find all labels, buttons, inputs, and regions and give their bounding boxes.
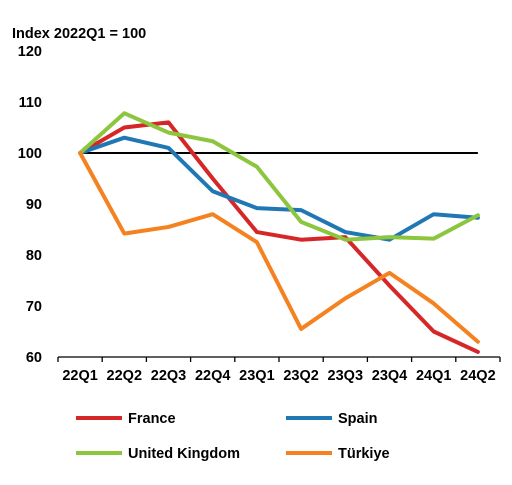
y-axis-ticks: 60 70 80 90 100 110 120 [18,44,42,366]
x-tick-label: 23Q3 [328,368,363,384]
x-tick-label: 23Q2 [283,368,318,384]
x-tick-label: 22Q1 [62,368,97,384]
y-tick-label: 80 [26,248,42,264]
series-lines [78,111,480,354]
x-axis-ticks: 22Q1 22Q2 22Q3 22Q4 23Q1 23Q2 23Q3 23Q4 24Q1 24Q2 [62,368,495,384]
y-tick-label: 90 [26,197,42,213]
y-axis-label: Index 2022Q1 = 100 [12,26,146,42]
series-line-t-rkiye [78,151,480,344]
y-tick-label: 60 [26,350,42,366]
x-tick-label: 24Q1 [416,368,451,384]
x-tick-label: 23Q4 [372,368,407,384]
series-line-spain [78,135,480,242]
series-line-united-kingdom [78,111,480,242]
legend-label-t-rkiye: Türkiye [338,446,390,462]
x-tick-label: 23Q1 [239,368,274,384]
legend: France Spain United Kingdom Türkiye [76,411,390,462]
y-tick-label: 70 [26,299,42,315]
y-tick-label: 100 [18,146,42,162]
y-tick-label: 110 [19,95,42,111]
x-tick-label: 24Q2 [460,368,495,384]
x-tick-label: 22Q4 [195,368,230,384]
legend-label-spain: Spain [338,411,377,427]
legend-label-united-kingdom: United Kingdom [128,446,240,462]
x-tick-label: 22Q2 [107,368,142,384]
y-tick-label: 120 [18,44,42,60]
axes [57,356,501,362]
x-tick-label: 22Q3 [151,368,186,384]
legend-label-france: France [128,411,176,427]
